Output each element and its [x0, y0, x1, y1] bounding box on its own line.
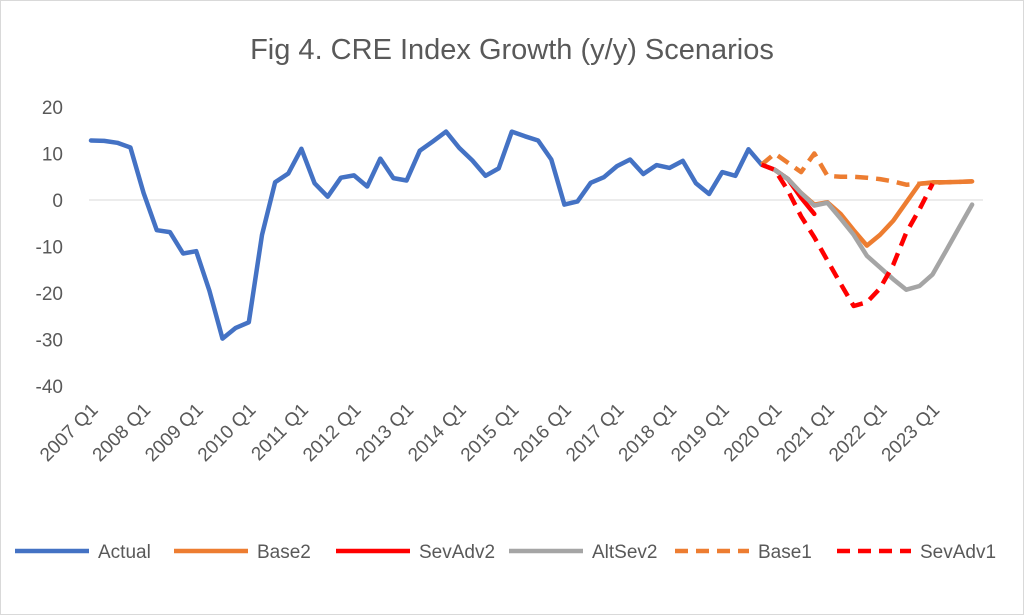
legend-label: Base1 [758, 542, 812, 563]
y-tick-label: -40 [36, 377, 63, 398]
y-tick-label: -30 [36, 331, 63, 352]
legend-item-base2: Base2 [174, 542, 311, 563]
legend-item-base1: Base1 [675, 542, 812, 563]
legend-label: Actual [98, 542, 151, 563]
legend-item-sevadv2: SevAdv2 [336, 542, 495, 563]
series-line-altsev2 [772, 167, 975, 292]
y-axis: 20 10 0 -10 -20 -30 -40 [36, 98, 983, 398]
legend-label: SevAdv2 [419, 542, 495, 563]
y-tick-label: -10 [36, 238, 63, 259]
plot-area [88, 129, 975, 341]
chart-title: Fig 4. CRE Index Growth (y/y) Scenarios [250, 34, 774, 66]
legend: Actual Base2 SevAdv2 AltSev2 Base1 SevAdv1 [15, 542, 996, 563]
x-tick-label: 2023 Q1 [878, 400, 944, 466]
x-tick-label: 2010 Q1 [194, 400, 260, 466]
legend-item-altsev2: AltSev2 [509, 542, 657, 563]
legend-label: Base2 [257, 542, 311, 563]
legend-label: AltSev2 [592, 542, 657, 563]
legend-item-sevadv1: SevAdv1 [837, 542, 996, 563]
y-tick-label: 10 [42, 145, 63, 166]
y-tick-label: 20 [42, 98, 63, 119]
y-tick-label: -20 [36, 284, 63, 305]
series-line-sevadv1 [760, 162, 935, 309]
legend-item-actual: Actual [15, 542, 151, 563]
series-line-base1 [760, 151, 973, 187]
legend-label: SevAdv1 [920, 542, 996, 563]
y-tick-label: 0 [52, 191, 63, 212]
series-line-actual [88, 129, 791, 341]
